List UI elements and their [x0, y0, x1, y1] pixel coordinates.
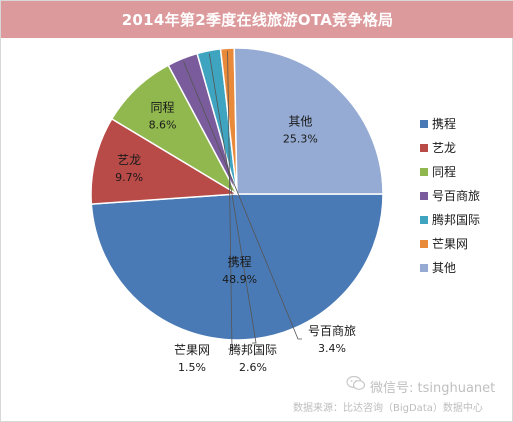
legend-label-7: 其他	[432, 261, 456, 275]
slice-1-name-label: 携程	[228, 254, 252, 269]
wechat-icon	[346, 375, 366, 390]
slice-1-value-label: 48.9%	[222, 273, 257, 286]
legend-label-6: 芒果网	[432, 236, 468, 251]
slice-3-name-label: 同程	[151, 100, 175, 115]
source-note: 数据来源：比达咨询（BigData）数据中心	[293, 403, 483, 414]
slice-5-name-label: 腾邦国际	[229, 342, 277, 357]
pie-slices	[90, 47, 384, 341]
legend-label-5: 腾邦国际	[432, 212, 480, 227]
chart-title: 2014年第2季度在线旅游OTA竞争格局	[121, 11, 394, 29]
legend-label-3: 同程	[432, 164, 456, 179]
slice-3-value-label: 8.6%	[149, 119, 177, 132]
legend-label-1: 携程	[432, 116, 456, 131]
watermark-text: 微信号: tsinghuanet	[370, 381, 496, 396]
legend-swatch-5	[420, 216, 428, 224]
slice-5-leader-line	[208, 53, 257, 344]
leader-lines	[183, 51, 302, 350]
slice-6-leader-line	[227, 51, 233, 350]
slice-7-value-label: 25.3%	[283, 132, 318, 145]
slice-5-value-label: 2.6%	[239, 361, 267, 374]
slice-2-name-label: 艺龙	[117, 153, 141, 167]
slice-4-name-label: 号百商旅	[308, 323, 356, 338]
slice-4-value-label: 3.4%	[318, 342, 346, 355]
legend-swatch-7	[420, 264, 428, 272]
slice-6-value-label: 1.5%	[178, 361, 206, 374]
legend-swatch-6	[420, 240, 428, 248]
slice-2-wedge	[90, 117, 240, 205]
slice-4-leader-line	[183, 61, 302, 340]
slice-1-wedge	[90, 193, 384, 341]
slice-6-name-label: 芒果网	[174, 342, 210, 357]
slice-7-wedge	[233, 47, 384, 195]
legend-swatch-2	[420, 144, 428, 152]
title-bar: 2014年第2季度在线旅游OTA竞争格局	[1, 1, 513, 38]
legend-label-2: 艺龙	[432, 141, 456, 155]
legend-swatch-1	[420, 120, 428, 128]
legend-label-4: 号百商旅	[432, 188, 480, 203]
legend-swatch-3	[420, 168, 428, 176]
slice-labels: 携程 48.9% 艺龙 9.7% 同程 8.6% 号百商旅 3.4% 腾邦国际 2.6% 芒果网 1.…	[115, 100, 356, 374]
legend-swatch-4	[420, 192, 428, 200]
slice-7-name-label: 其他	[288, 114, 312, 128]
slice-2-value-label: 9.7%	[115, 171, 143, 184]
